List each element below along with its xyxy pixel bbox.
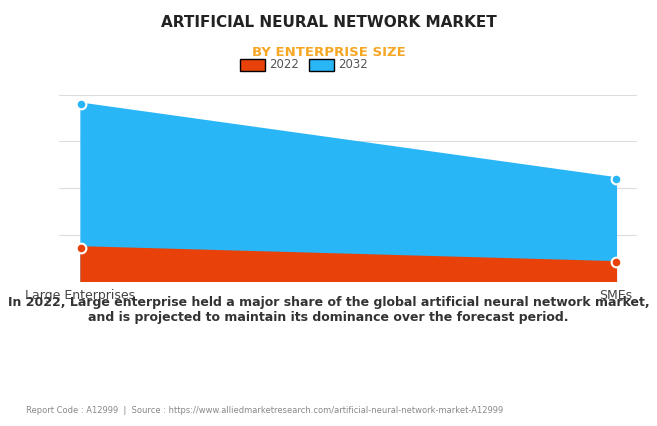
Text: ARTIFICIAL NEURAL NETWORK MARKET: ARTIFICIAL NEURAL NETWORK MARKET — [160, 15, 497, 30]
Text: 2022: 2022 — [269, 58, 299, 71]
Text: In 2022, Large enterprise held a major share of the global artificial neural net: In 2022, Large enterprise held a major s… — [8, 296, 649, 324]
Text: 2032: 2032 — [338, 58, 368, 71]
Text: Report Code : A12999  |  Source : https://www.alliedmarketresearch.com/artificia: Report Code : A12999 | Source : https://… — [26, 406, 503, 415]
Text: BY ENTERPRISE SIZE: BY ENTERPRISE SIZE — [252, 46, 405, 59]
